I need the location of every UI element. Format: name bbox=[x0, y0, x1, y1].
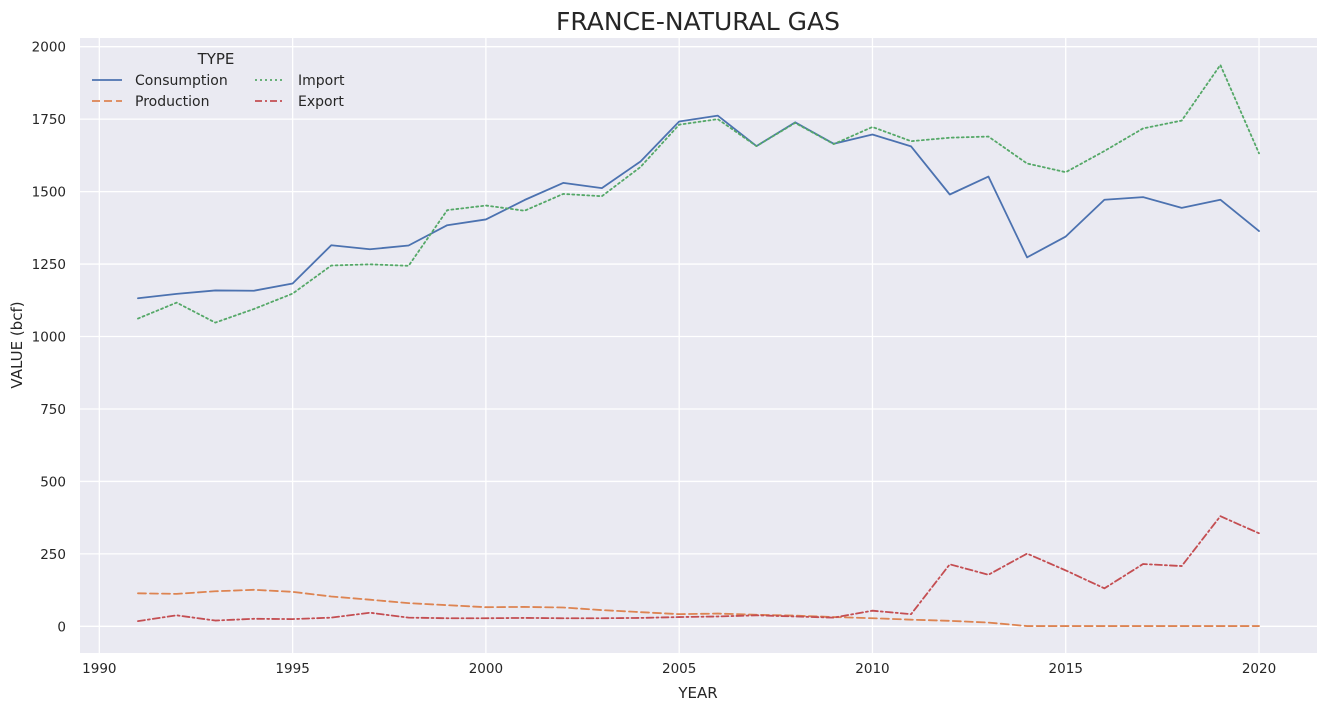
series-line-production bbox=[137, 588, 1260, 627]
plot-background bbox=[80, 38, 1317, 653]
y-tick-label: 2000 bbox=[32, 40, 66, 56]
chart-title: FRANCE-NATURAL GAS bbox=[556, 7, 840, 36]
series-line-consumption bbox=[137, 114, 1260, 300]
legend-label-export: Export bbox=[298, 94, 344, 110]
y-tick-label: 1750 bbox=[32, 112, 66, 128]
x-axis-label: YEAR bbox=[677, 684, 717, 702]
y-tick-label: 500 bbox=[40, 474, 66, 490]
x-tick-label: 2015 bbox=[1049, 661, 1083, 677]
legend: TYPE Consumption Production Import Export bbox=[92, 50, 345, 110]
x-tick-label: 2020 bbox=[1242, 661, 1276, 677]
x-tick-label: 1990 bbox=[82, 661, 116, 677]
y-axis-label: VALUE (bcf) bbox=[8, 301, 26, 388]
y-tick-label: 0 bbox=[57, 619, 66, 635]
y-tick-label: 1000 bbox=[32, 330, 66, 346]
x-tick-labels: 1990 1995 2000 2005 2010 2015 2020 bbox=[82, 661, 1276, 677]
x-tick-label: 2000 bbox=[469, 661, 503, 677]
x-tick-label: 1995 bbox=[275, 661, 309, 677]
series-line-import bbox=[137, 64, 1260, 324]
y-tick-label: 1500 bbox=[32, 185, 66, 201]
series-line-export bbox=[137, 515, 1260, 623]
y-tick-label: 750 bbox=[40, 402, 66, 418]
y-tick-label: 250 bbox=[40, 547, 66, 563]
y-tick-labels: 0 250 500 750 1000 1250 1500 1750 2000 bbox=[32, 40, 66, 636]
legend-label-production: Production bbox=[135, 94, 209, 110]
series-lines bbox=[137, 64, 1260, 627]
y-tick-label: 1250 bbox=[32, 257, 66, 273]
x-tick-label: 2010 bbox=[855, 661, 889, 677]
grid-lines bbox=[80, 38, 1317, 653]
legend-label-import: Import bbox=[298, 73, 345, 89]
legend-title: TYPE bbox=[197, 50, 235, 68]
x-tick-label: 2005 bbox=[662, 661, 696, 677]
legend-label-consumption: Consumption bbox=[135, 73, 228, 89]
